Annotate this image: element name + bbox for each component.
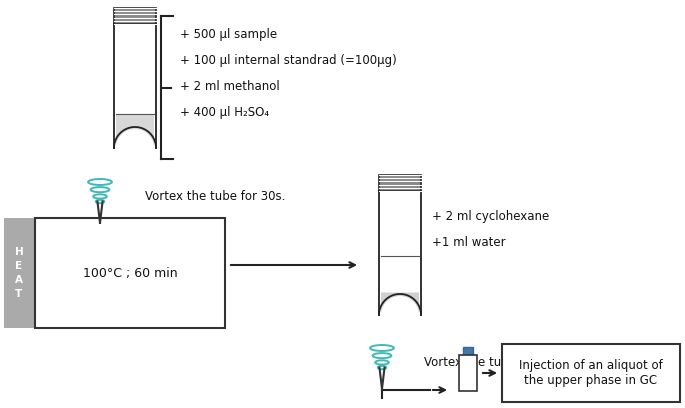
Text: H
E
A
T: H E A T — [14, 247, 23, 299]
Text: Injection of an aliquot of
the upper phase in GC: Injection of an aliquot of the upper pha… — [519, 359, 663, 387]
Text: + 500 μl sample: + 500 μl sample — [180, 28, 277, 41]
Text: + 2 ml methanol: + 2 ml methanol — [180, 80, 279, 93]
Text: 100°C ; 60 min: 100°C ; 60 min — [83, 266, 177, 279]
Bar — [502, 344, 680, 402]
Bar — [35, 218, 225, 328]
Text: +1 ml water: +1 ml water — [432, 236, 506, 249]
Polygon shape — [381, 293, 419, 315]
Bar — [114, 8, 156, 24]
Text: + 2 ml cyclohexane: + 2 ml cyclohexane — [432, 210, 549, 223]
Polygon shape — [114, 24, 156, 148]
Text: Vortex the tube for 30s.: Vortex the tube for 30s. — [145, 189, 286, 202]
Text: + 400 μl H₂SO₄: + 400 μl H₂SO₄ — [180, 106, 269, 119]
Text: + 100 μl internal standrad (=100μg): + 100 μl internal standrad (=100μg) — [180, 54, 397, 67]
Bar — [462, 347, 473, 355]
Bar — [4, 218, 34, 328]
Bar — [379, 175, 421, 191]
Polygon shape — [379, 191, 421, 315]
Text: Vortex the tube for 30s.: Vortex the tube for 30s. — [424, 355, 564, 368]
Bar — [459, 355, 477, 391]
Polygon shape — [116, 114, 154, 148]
